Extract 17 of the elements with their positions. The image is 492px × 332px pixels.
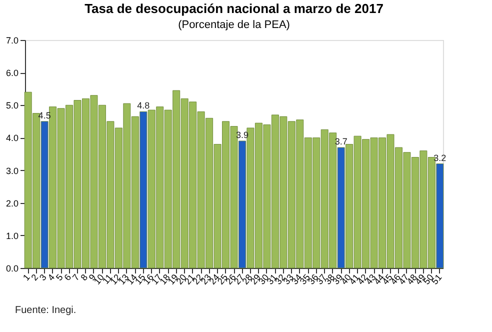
data-label: 3.2 <box>434 152 446 163</box>
y-tick-label: 0.0 <box>6 264 18 274</box>
x-tick-label: 1 <box>21 272 32 283</box>
chart-subtitle: (Porcentaje de la PEA) <box>178 19 290 31</box>
x-tick-label: 2 <box>29 272 40 283</box>
y-tick-label: 1.0 <box>6 230 18 241</box>
y-tick-label: 2.0 <box>6 198 18 208</box>
y-tick-label: 5.0 <box>6 100 18 111</box>
y-tick-label: 6.0 <box>6 68 18 78</box>
y-tick-label: 3.0 <box>6 166 18 176</box>
source-note: Fuente: Inegi. <box>15 305 76 316</box>
chart-title: Tasa de desocupación nacional a marzo de 2017 <box>84 1 384 16</box>
y-tick-label: 4.0 <box>6 133 18 144</box>
y-tick-label: 7.0 <box>6 36 18 46</box>
x-tick-label: 3 <box>38 272 48 283</box>
x-tick-label: 8 <box>78 272 90 283</box>
data-label: 4.8 <box>137 100 150 111</box>
